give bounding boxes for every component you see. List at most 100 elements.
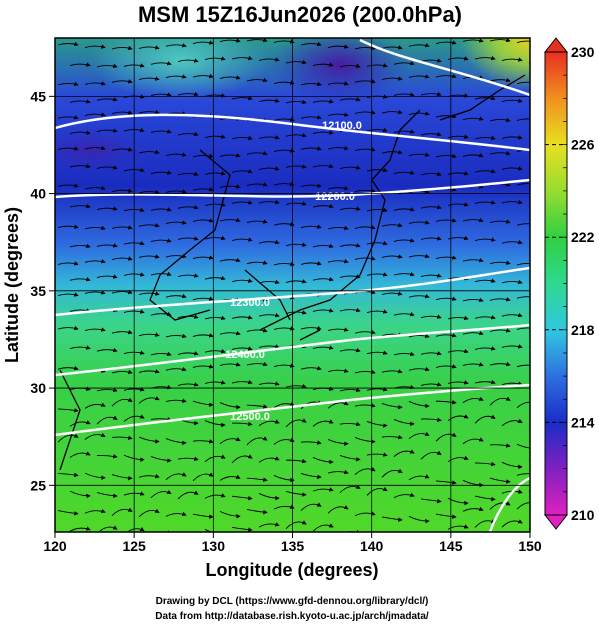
streamline (138, 189, 160, 195)
streamline (150, 456, 172, 463)
streamline (231, 526, 253, 532)
streamline (111, 225, 133, 230)
streamline (177, 91, 199, 97)
streamline (354, 437, 376, 444)
streamline (366, 63, 388, 68)
streamline (339, 63, 361, 69)
streamline (447, 134, 469, 139)
streamline (462, 116, 484, 121)
streamline (462, 506, 484, 512)
streamline (69, 490, 91, 499)
streamline (258, 344, 280, 349)
streamline (138, 332, 160, 337)
streamline (150, 238, 172, 243)
streamline (285, 383, 307, 389)
streamline (447, 56, 469, 61)
streamline (111, 369, 133, 375)
streamline (339, 484, 361, 493)
streamline (177, 456, 199, 461)
streamline (474, 495, 496, 502)
streamline (435, 153, 457, 159)
streamline (312, 419, 334, 427)
streamline (204, 529, 213, 532)
streamline (57, 224, 79, 229)
streamline (111, 435, 133, 440)
streamline (219, 75, 241, 80)
streamline (246, 182, 268, 187)
streamline (516, 296, 530, 299)
streamline (366, 240, 388, 246)
streamline (327, 400, 349, 409)
streamline (192, 73, 214, 79)
streamline (165, 333, 187, 339)
streamline (312, 62, 334, 67)
colorbar-extend (543, 514, 569, 530)
streamline (285, 99, 307, 105)
streamline (231, 135, 253, 141)
streamline (366, 350, 388, 355)
streamline (138, 436, 160, 444)
streamline (165, 74, 187, 79)
streamline (177, 58, 199, 63)
streamline (246, 38, 268, 43)
streamline (312, 308, 334, 313)
title: MSM 15Z16Jun2026 (200.0hPa) (138, 2, 462, 27)
streamline (474, 379, 496, 385)
streamline (69, 420, 91, 427)
streamline (501, 312, 523, 318)
streamline (474, 315, 496, 320)
streamline (219, 217, 241, 223)
credit: Data from http://database.rish.kyoto-u.a… (155, 611, 429, 622)
streamline (96, 274, 118, 279)
streamline (246, 508, 268, 515)
streamline (489, 328, 511, 333)
streamline (138, 149, 160, 155)
streamline (204, 56, 226, 61)
colorbar-tick-label: 230 (571, 44, 595, 60)
streamline (381, 402, 403, 410)
streamline (300, 325, 322, 331)
contours (55, 38, 530, 532)
streamline (84, 185, 106, 191)
streamline (96, 63, 118, 69)
streamline (447, 380, 469, 385)
streamline (489, 219, 511, 224)
streamline (393, 207, 415, 212)
streamline (111, 329, 133, 335)
credit: Drawing by DCL (https://www.gfd-dennou.o… (156, 596, 429, 607)
streamline (516, 183, 530, 186)
streamline (285, 458, 307, 464)
streamline (393, 492, 415, 499)
streamline (258, 312, 280, 318)
streamline (219, 474, 241, 481)
streamline (285, 59, 307, 65)
streamline (246, 260, 268, 265)
streamline (150, 207, 172, 212)
streamline (462, 330, 484, 336)
streamline (474, 95, 496, 101)
streamline (96, 97, 118, 102)
streamline (489, 260, 511, 265)
streamline (462, 38, 484, 43)
streamline (420, 204, 442, 210)
streamline (327, 258, 349, 264)
y-tick-label: 25 (30, 477, 46, 493)
streamline (312, 523, 334, 532)
streamline (192, 472, 214, 482)
streamline (219, 153, 241, 158)
streamline (435, 113, 457, 119)
streamline (393, 61, 415, 66)
streamline (408, 74, 430, 79)
streamline (501, 461, 523, 470)
streamline (246, 436, 268, 446)
streamline (111, 147, 133, 152)
streamline (408, 111, 430, 116)
streamline (138, 508, 160, 518)
streamline (204, 493, 226, 499)
streamline (165, 366, 187, 372)
streamline (231, 346, 253, 351)
streamline (300, 502, 322, 511)
streamline (381, 45, 403, 50)
streamline (312, 345, 334, 350)
